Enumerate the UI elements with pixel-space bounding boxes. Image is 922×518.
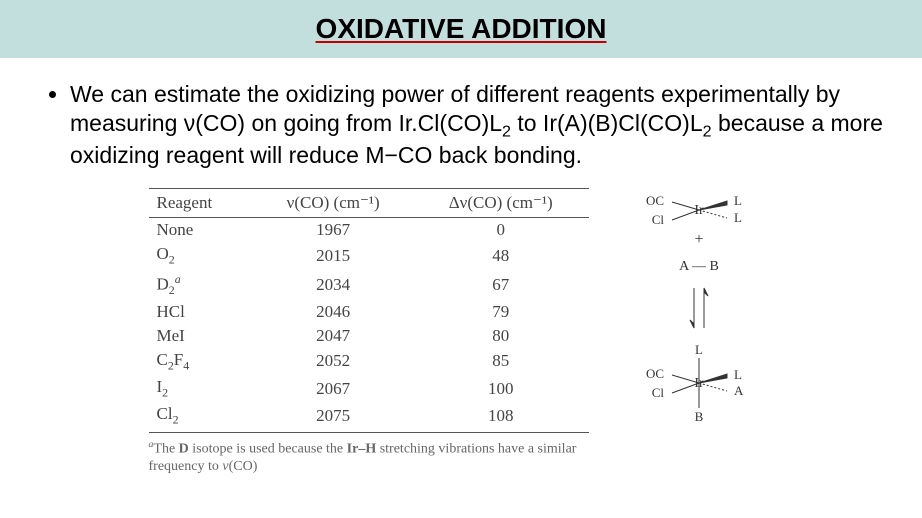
cell-vco: 2067 (253, 375, 413, 402)
cell-reagent: Cl2 (149, 402, 254, 432)
reaction-scheme: Ir OC Cl L L + A — B (624, 188, 774, 475)
cell-vco: 2034 (253, 270, 413, 300)
svg-text:L: L (734, 193, 742, 208)
col-reagent: Reagent (149, 189, 254, 218)
figure-row: Reagent ν(CO) (cm⁻¹) Δν(CO) (cm⁻¹) None1… (38, 188, 884, 475)
table-header-row: Reagent ν(CO) (cm⁻¹) Δν(CO) (cm⁻¹) (149, 189, 589, 218)
table-row: D2a203467 (149, 270, 589, 300)
table-row: None19670 (149, 218, 589, 243)
cell-reagent: C2F4 (149, 348, 254, 375)
cell-vco: 2015 (253, 242, 413, 269)
table-footnote: aThe D isotope is used because the Ir–H … (149, 439, 589, 476)
col-vco: ν(CO) (cm⁻¹) (253, 189, 413, 218)
cell-reagent: I2 (149, 375, 254, 402)
cell-dvco: 100 (413, 375, 589, 402)
svg-text:L: L (734, 210, 742, 225)
svg-text:L: L (695, 342, 703, 357)
scheme-svg: Ir OC Cl L L + A — B (624, 188, 774, 438)
table-row: MeI204780 (149, 324, 589, 348)
svg-text:B: B (694, 409, 703, 424)
cell-dvco: 85 (413, 348, 589, 375)
table-row: HCl204679 (149, 300, 589, 324)
cell-dvco: 67 (413, 270, 589, 300)
svg-text:+: + (694, 231, 703, 248)
cell-reagent: MeI (149, 324, 254, 348)
svg-text:Cl: Cl (651, 385, 664, 400)
cell-vco: 1967 (253, 218, 413, 243)
bullet-text-part2: to Ir(A)(B)Cl(CO)L (511, 110, 703, 136)
bullet-sub1: 2 (502, 122, 511, 140)
cell-vco: 2052 (253, 348, 413, 375)
cell-dvco: 48 (413, 242, 589, 269)
table-row: C2F4205285 (149, 348, 589, 375)
cell-vco: 2075 (253, 402, 413, 432)
cell-reagent: HCl (149, 300, 254, 324)
cell-reagent: O2 (149, 242, 254, 269)
vco-table: Reagent ν(CO) (cm⁻¹) Δν(CO) (cm⁻¹) None1… (149, 188, 589, 433)
svg-text:OC: OC (645, 366, 663, 381)
cell-dvco: 79 (413, 300, 589, 324)
svg-text:L: L (734, 367, 742, 382)
svg-text:A — B: A — B (679, 259, 719, 274)
table-row: O2201548 (149, 242, 589, 269)
bullet-list: We can estimate the oxidizing power of d… (38, 80, 884, 170)
bullet-sub2: 2 (703, 122, 712, 140)
cell-dvco: 108 (413, 402, 589, 432)
bullet-item: We can estimate the oxidizing power of d… (70, 80, 884, 170)
svg-text:A: A (734, 383, 744, 398)
table-row: I22067100 (149, 375, 589, 402)
cell-vco: 2046 (253, 300, 413, 324)
cell-dvco: 0 (413, 218, 589, 243)
cell-reagent: None (149, 218, 254, 243)
page-title: OXIDATIVE ADDITION (316, 13, 607, 45)
cell-vco: 2047 (253, 324, 413, 348)
title-banner: OXIDATIVE ADDITION (0, 0, 922, 58)
svg-text:OC: OC (645, 193, 663, 208)
col-dvco: Δν(CO) (cm⁻¹) (413, 189, 589, 218)
cell-reagent: D2a (149, 270, 254, 300)
table-row: Cl22075108 (149, 402, 589, 432)
vco-table-block: Reagent ν(CO) (cm⁻¹) Δν(CO) (cm⁻¹) None1… (149, 188, 589, 475)
svg-text:Ir: Ir (694, 203, 704, 218)
svg-text:Ir: Ir (694, 376, 704, 391)
svg-text:Cl: Cl (651, 212, 664, 227)
content-area: We can estimate the oxidizing power of d… (0, 58, 922, 475)
cell-dvco: 80 (413, 324, 589, 348)
